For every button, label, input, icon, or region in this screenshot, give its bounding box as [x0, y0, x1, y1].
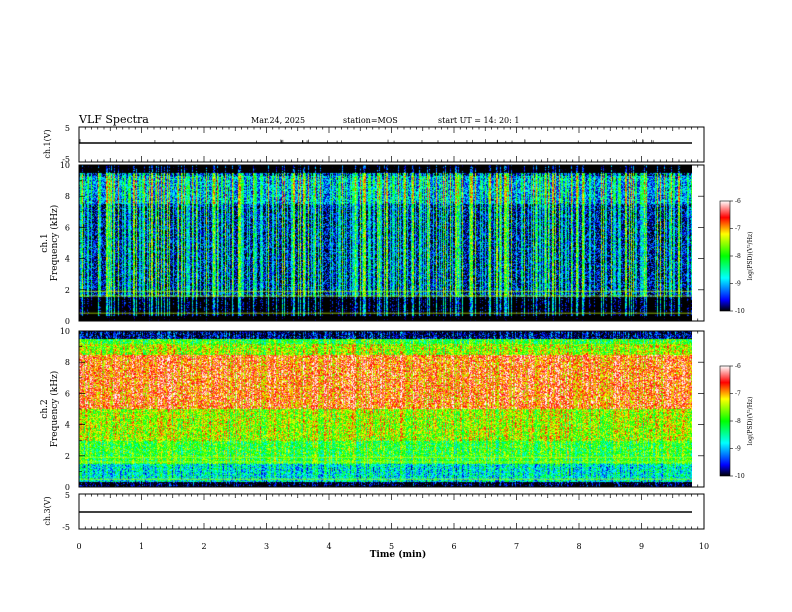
- x-axis-label: Time (min): [370, 549, 427, 560]
- y-tick-label: 10: [60, 327, 70, 336]
- y-tick-label: 4: [65, 421, 70, 430]
- x-tick-label: 6: [451, 542, 456, 551]
- x-tick-label: 1: [139, 542, 144, 551]
- ch2-colorbar: [719, 365, 731, 477]
- ch1-spectrogram-panel: 0 2 4 6 8 10 ch.1 Frequency (kHz) -6 -7 -8 -9 -10…: [40, 161, 754, 326]
- ch2-frequency-ticks: 0 2 4 6 8 10: [60, 327, 704, 492]
- colorbar-tick-label: -7: [735, 391, 741, 398]
- x-tick-label: 5: [389, 542, 394, 551]
- ch1-colorbar-ticks: -6 -7 -8 -9 -10: [730, 198, 745, 315]
- chart-title: VLF Spectra: [78, 113, 149, 126]
- colorbar-tick-label: -8: [735, 253, 741, 260]
- y-tick-label: 10: [60, 161, 70, 170]
- ch1-ytick-bottom: -5: [62, 155, 70, 164]
- ch3-voltage-ylabel: ch.3(V): [43, 496, 52, 525]
- y-tick-label: 2: [65, 286, 70, 295]
- x-tick-label: 7: [514, 542, 519, 551]
- x-tick-label: 3: [264, 542, 269, 551]
- colorbar-tick-label: -9: [735, 446, 741, 453]
- ch2-colorbar-ticks: -6 -7 -8 -9 -10: [730, 363, 745, 480]
- colorbar-tick-label: -7: [735, 226, 741, 233]
- date-label: Mar.24, 2025: [251, 116, 305, 125]
- colorbar-tick-label: -6: [735, 198, 741, 205]
- y-tick-label: 0: [65, 483, 70, 492]
- ch1-voltage-spikes: [79, 139, 654, 143]
- x-tick-label: 2: [201, 542, 206, 551]
- ch1-ytick-top: 5: [65, 124, 70, 133]
- ch1-voltage-panel: 5 -5 ch.1(V): [43, 124, 705, 164]
- ch2-spectrogram-ylabel-2: Frequency (kHz): [49, 371, 60, 448]
- ch2-colorbar-label: log(PSD)(V²/Hz): [747, 397, 754, 446]
- ch2-spectrogram-image: [79, 331, 692, 487]
- y-tick-label: 8: [65, 358, 70, 367]
- ch2-spectrogram-panel: 0 2 4 6 8 10 ch.2 Frequency (kHz) -6 -7 -8 -9 -10…: [40, 327, 754, 492]
- x-tick-label: 10: [699, 542, 709, 551]
- ch1-colorbar-label: log(PSD)(V²/Hz): [747, 232, 754, 281]
- ch3-voltage-panel: 5 -5 ch.3(V): [43, 491, 705, 532]
- colorbar-tick-label: -6: [735, 363, 741, 370]
- y-tick-label: 2: [65, 452, 70, 461]
- x-tick-label: 0: [76, 542, 81, 551]
- x-tick-label: 8: [576, 542, 581, 551]
- y-tick-label: 4: [65, 255, 70, 264]
- station-label: station=MOS: [343, 116, 398, 125]
- colorbar-tick-label: -8: [735, 418, 741, 425]
- start-time-label: start UT = 14: 20: 1: [438, 116, 519, 125]
- time-axis-tick-labels: 0 1 2 3 4 5 6 7 8 9 10: [76, 542, 709, 551]
- colorbar-tick-label: -10: [735, 308, 745, 315]
- ch1-colorbar: [719, 200, 731, 312]
- ch3-ytick-top: 5: [65, 491, 70, 500]
- time-axis-ticks: [78, 127, 705, 529]
- ch1-spectrogram-image: [79, 165, 692, 321]
- y-tick-label: 8: [65, 192, 70, 201]
- y-tick-label: 0: [65, 317, 70, 326]
- ch1-spectrogram-ylabel-1: ch.1: [40, 233, 50, 252]
- y-tick-label: 6: [65, 389, 70, 398]
- colorbar-tick-label: -9: [735, 281, 741, 288]
- ch1-spectrogram-ylabel-2: Frequency (kHz): [49, 205, 60, 282]
- x-tick-label: 9: [639, 542, 644, 551]
- ch1-voltage-ylabel: ch.1(V): [43, 129, 52, 158]
- y-tick-label: 6: [65, 223, 70, 232]
- ch1-frequency-ticks: 0 2 4 6 8 10: [60, 161, 704, 326]
- ch2-spectrogram-ylabel-1: ch.2: [40, 399, 50, 418]
- x-tick-label: 4: [326, 542, 331, 551]
- ch3-ytick-bottom: -5: [62, 523, 70, 532]
- colorbar-tick-label: -10: [735, 473, 745, 480]
